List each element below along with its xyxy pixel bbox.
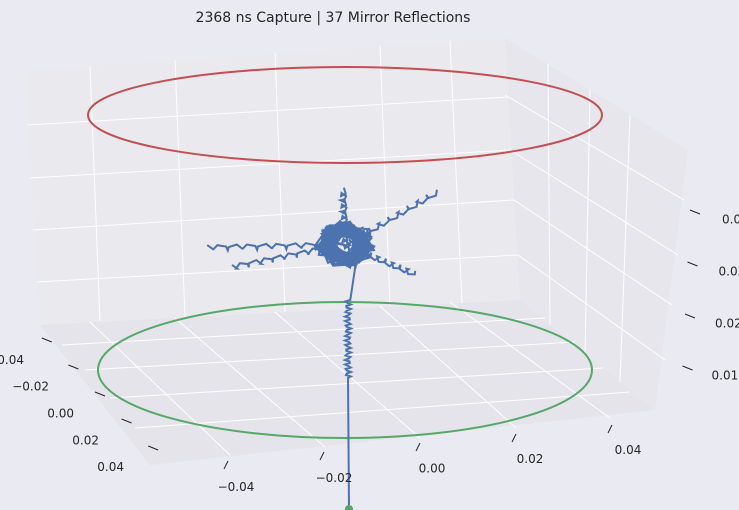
x-tick-label: 0.04 [97, 460, 124, 474]
tick-mark [94, 391, 106, 397]
start-point [345, 505, 353, 510]
tick-mark [121, 418, 132, 424]
chart-title: 2368 ns Capture | 37 Mirror Reflections [196, 10, 471, 26]
trajectory-core [314, 219, 376, 510]
tick-mark [682, 365, 693, 371]
tick-mark [511, 433, 517, 443]
trajectory-arm [337, 187, 350, 249]
tick-mark [223, 460, 229, 470]
tick-mark [319, 451, 325, 461]
tick-mark [415, 442, 421, 452]
side-pane [505, 38, 688, 410]
y-tick-label: 0.02 [517, 452, 544, 466]
tick-mark [607, 424, 613, 434]
y-tick-label: 0.00 [419, 462, 446, 476]
back-pane [25, 38, 520, 325]
x-tick-label: −0.02 [12, 380, 49, 394]
tick-mark [41, 337, 52, 343]
trajectory-arm [344, 242, 417, 276]
trajectory-arm [344, 189, 438, 251]
y-tick-label: 0.04 [615, 443, 642, 457]
y-tick-label: −0.04 [218, 480, 255, 494]
trajectory-arm [231, 242, 346, 270]
trajectory [206, 187, 438, 510]
z-tick-label: 0.03 [719, 265, 739, 279]
z-tick-label: 0.02 [715, 317, 739, 331]
x-tick-label: 0.02 [72, 433, 99, 447]
x-tick-label: −0.04 [0, 353, 24, 367]
z-tick-label: 0.04 [722, 213, 739, 227]
trajectory-arm [206, 241, 346, 254]
x-tick-label: 0.00 [47, 407, 74, 421]
tick-mark [68, 364, 79, 370]
pane-grid [26, 40, 685, 456]
tick-mark [687, 261, 698, 267]
tick-mark [148, 445, 159, 451]
upper-mirror [87, 66, 603, 164]
tick-mark [684, 313, 696, 319]
y-tick-label: −0.02 [316, 471, 353, 485]
tick-mark [689, 209, 701, 215]
z-tick-label: 0.01 [712, 369, 739, 383]
